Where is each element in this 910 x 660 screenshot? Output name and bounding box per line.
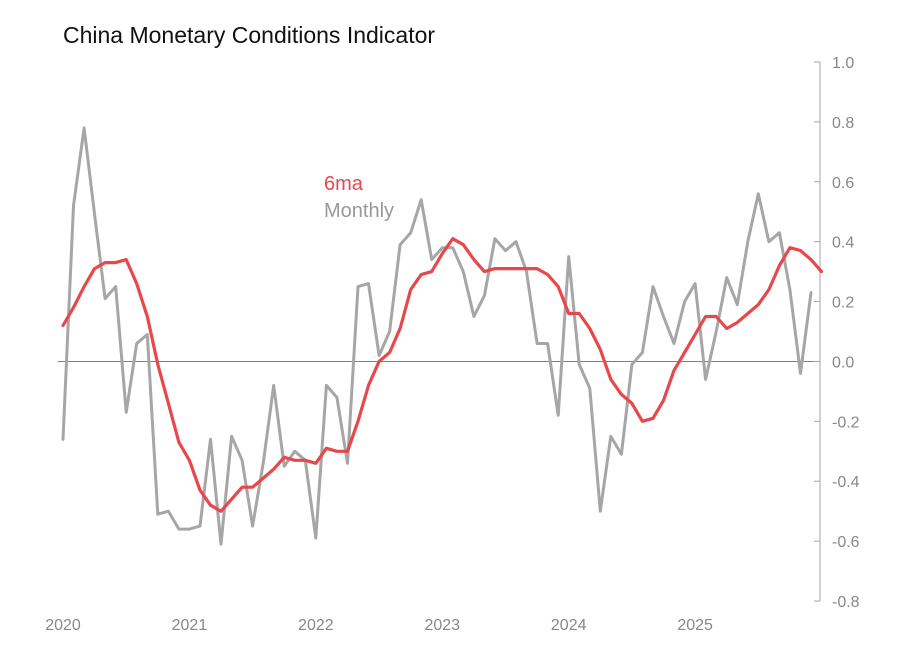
y-tick-label: -0.6 [832,534,860,551]
x-tick-label: 2022 [298,617,334,634]
chart-title: China Monetary Conditions Indicator [63,22,436,48]
y-tick-label: 0.2 [832,295,854,312]
legend-6ma: 6ma [324,173,364,195]
series-group [61,126,824,546]
x-tick-label: 2021 [172,617,208,634]
axes: 1.0 0.8 0.6 0.4 0.2 0.0 -0.2 -0.4 -0.6 -0.8 2020 20… [45,55,859,634]
y-tick-label: 0.6 [832,175,854,192]
x-tick-label: 2024 [551,617,587,634]
x-tick-label: 2025 [677,617,713,634]
series-line-monthly [61,126,813,546]
legend-monthly: Monthly [324,200,394,222]
y-tick-label: 0.4 [832,235,854,252]
x-tick-label: 2023 [424,617,460,634]
x-tick-label: 2020 [45,617,81,634]
legend: 6ma Monthly [324,173,394,222]
y-tick-label: -0.8 [832,594,860,611]
y-tick-label: 0.0 [832,354,854,371]
series-line-6ma [61,237,824,513]
y-tick-label: -0.2 [832,414,860,431]
y-tick-label: -0.4 [832,474,860,491]
y-tick-label: 0.8 [832,115,854,132]
y-tick-label: 1.0 [832,55,854,72]
